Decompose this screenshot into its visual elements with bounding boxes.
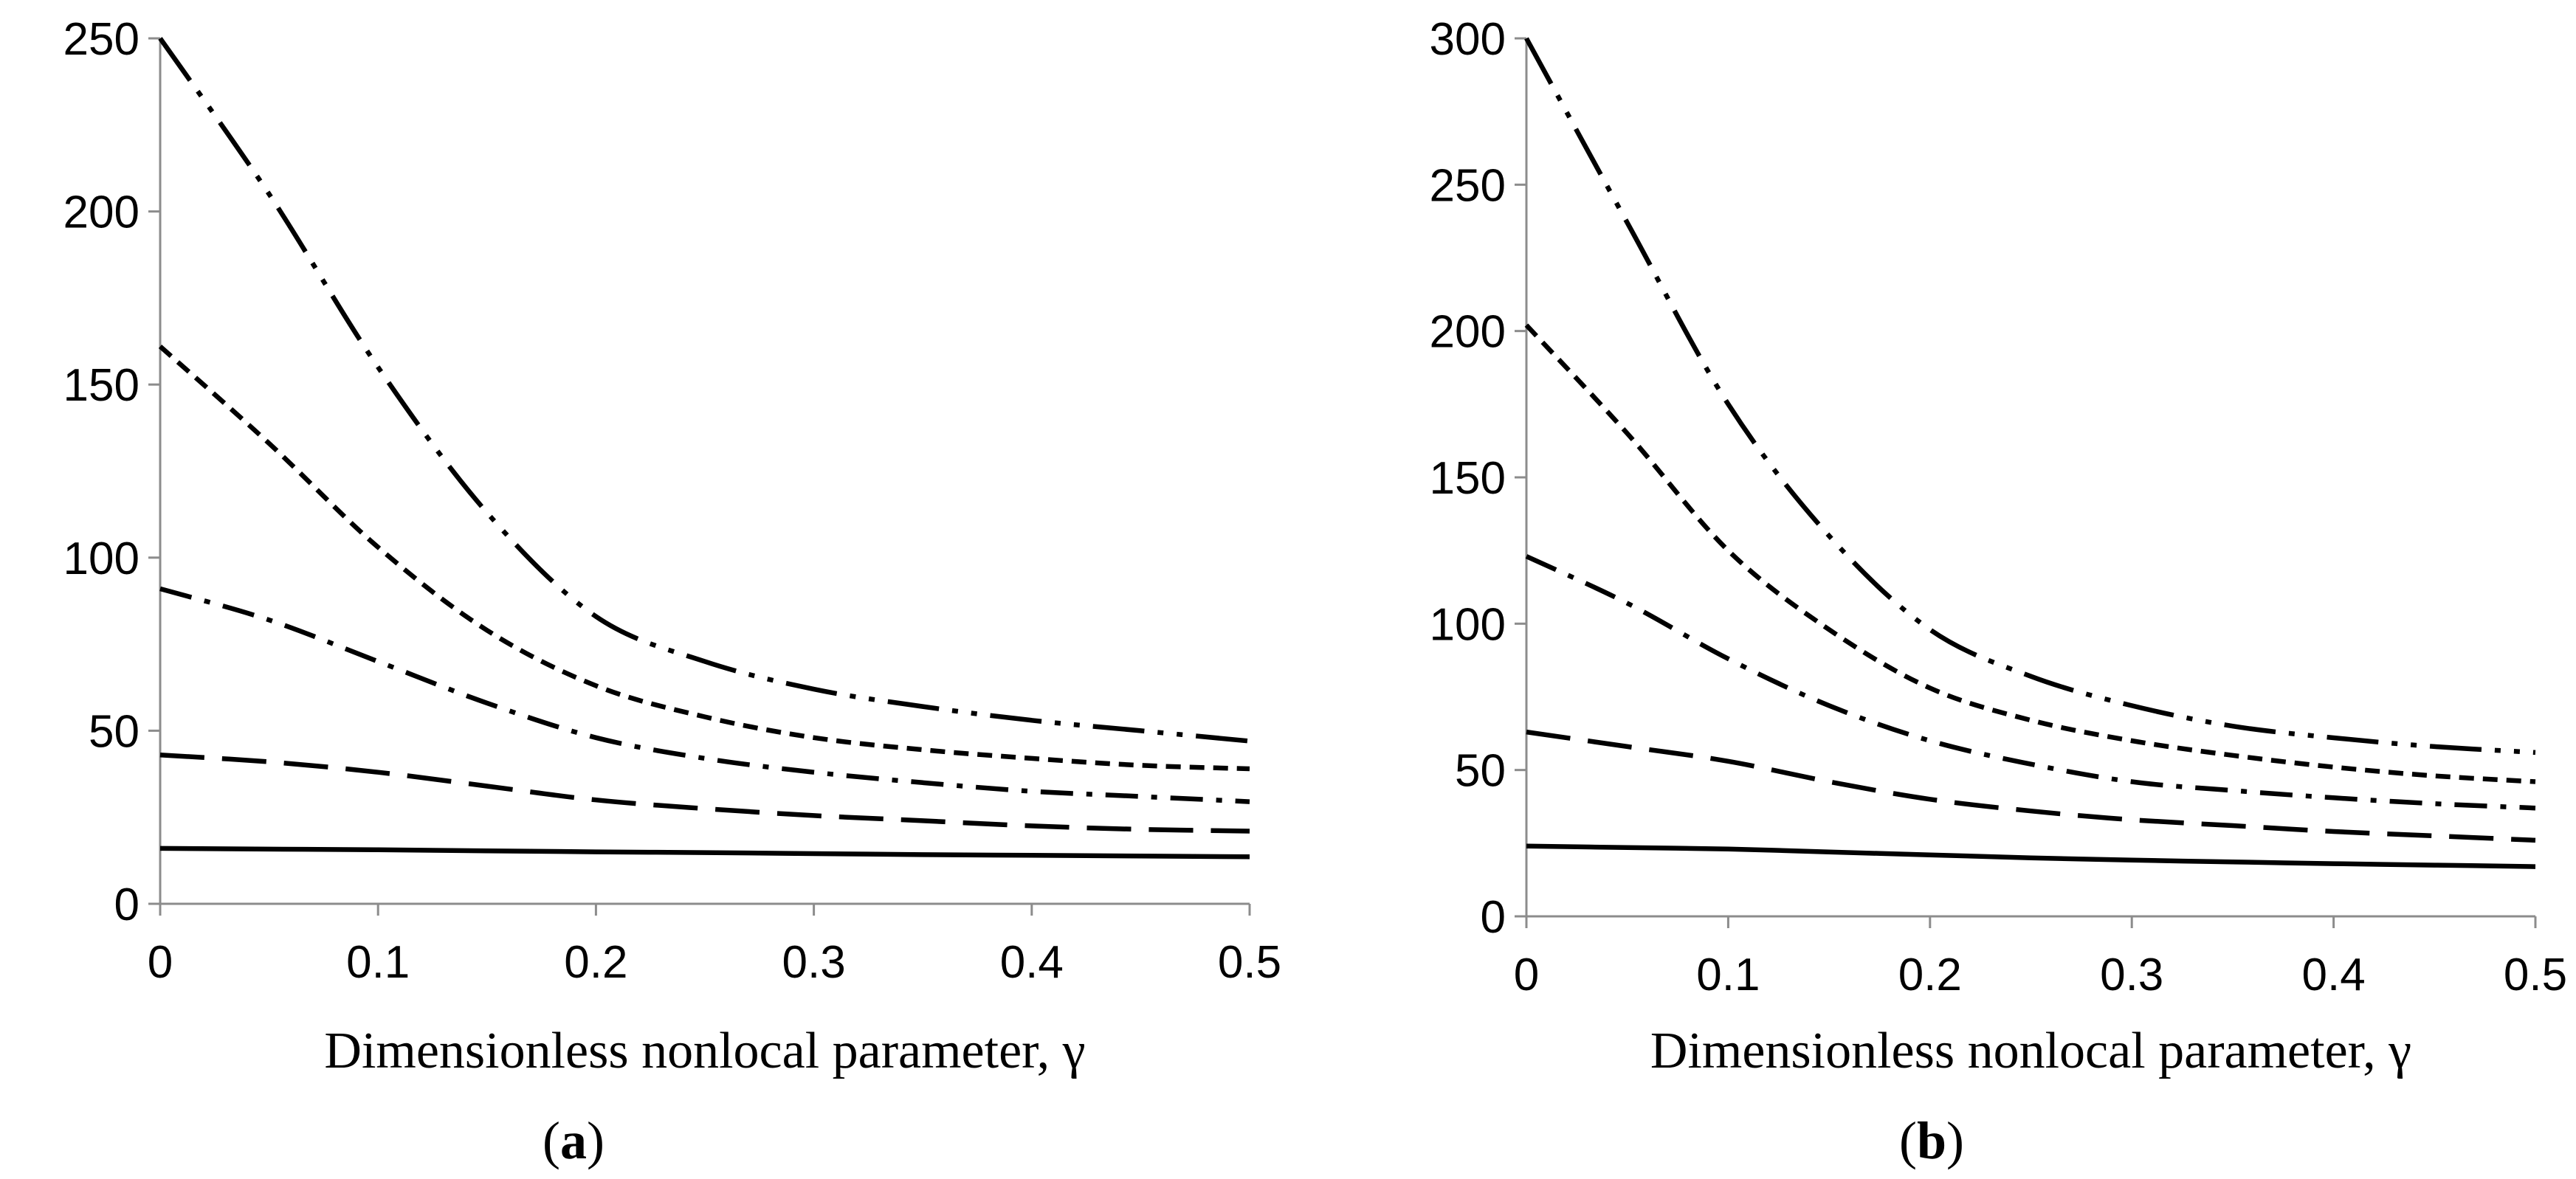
x-axis-title: Dimensionless nonlocal parameter, γ	[1650, 1023, 2411, 1079]
y-tick-label: 50	[89, 706, 140, 757]
x-tick-label: 0	[148, 937, 173, 988]
y-tick-label: 0	[114, 879, 140, 930]
y-tick-label: 250	[63, 14, 140, 65]
y-tick-label: 200	[1430, 307, 1506, 358]
series-line-dash-dot	[159, 586, 1250, 804]
series-line-short-dash	[158, 345, 1250, 772]
series-line-solid	[1526, 843, 2536, 869]
x-tick-label: 0.2	[564, 937, 627, 988]
series-line-dash-dot	[1525, 554, 2536, 811]
series-line-dash-dot-dot	[158, 37, 1250, 744]
panel-letter: b	[1917, 1111, 1946, 1170]
x-tick-label: 0.3	[2100, 950, 2163, 1000]
y-tick-label: 150	[63, 360, 140, 411]
panel-label: (a)	[543, 1111, 605, 1170]
y-tick-label: 200	[63, 187, 140, 238]
x-tick-label: 0.3	[782, 937, 845, 988]
series-line-solid	[159, 846, 1250, 860]
x-tick-label: 0.4	[1000, 937, 1064, 988]
series-line-dash-dot-dot	[1524, 37, 2536, 756]
y-tick-label: 50	[1455, 746, 1506, 797]
series-line-long-dash	[159, 752, 1250, 834]
chart-panel-a: 0 50 100 150 200 250 0 0.1 0.2 0.3 0.4 0.5 Dimension…	[63, 14, 1282, 1170]
y-tick-label: 0	[1481, 892, 1506, 943]
y-tick-label: 150	[1430, 453, 1506, 504]
y-tick-label: 300	[1430, 14, 1506, 65]
chart-panel-b: 0 50 100 150 200 250 300 0 0.1 0.2 0.3 0.4 0.5 Dimens…	[1430, 14, 2568, 1170]
series-line-short-dash	[1524, 323, 2536, 784]
series-line-long-dash	[1526, 729, 2536, 843]
panel-letter: a	[560, 1111, 587, 1170]
x-tick-label: 0.5	[1218, 937, 1281, 988]
y-tick-label: 100	[1430, 599, 1506, 650]
y-tick-label: 100	[63, 533, 140, 584]
x-tick-label: 0	[1514, 950, 1539, 1000]
panel-label: (b)	[1899, 1111, 1964, 1170]
x-tick-label: 0.5	[2504, 950, 2567, 1000]
x-tick-label: 0.4	[2301, 950, 2365, 1000]
x-tick-label: 0.2	[1898, 950, 1962, 1000]
x-axis-title: Dimensionless nonlocal parameter, γ	[324, 1023, 1085, 1079]
x-tick-label: 0.1	[346, 937, 410, 988]
y-tick-label: 250	[1430, 160, 1506, 211]
x-tick-label: 0.1	[1696, 950, 1760, 1000]
